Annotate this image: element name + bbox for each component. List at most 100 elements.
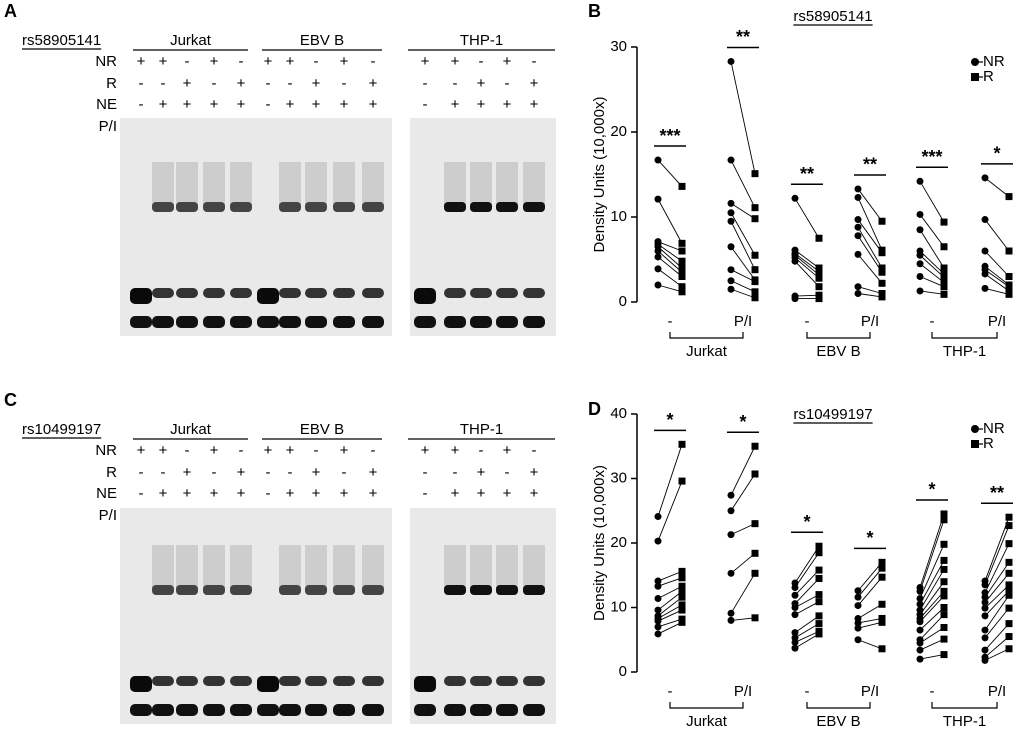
pair-line <box>730 61 756 174</box>
gel-band <box>470 676 492 686</box>
gel-band <box>333 288 355 298</box>
pair-line <box>657 284 683 293</box>
circle-point <box>854 636 862 644</box>
lane-sign: + <box>183 464 192 481</box>
square-point <box>940 278 948 286</box>
lane-sign: - <box>212 464 217 481</box>
pair-line <box>919 627 945 644</box>
panel-letter: D <box>588 399 601 419</box>
lane-sign: - <box>139 485 144 502</box>
square-point <box>1005 569 1013 577</box>
square-point <box>751 549 759 557</box>
lane-sign: + <box>286 96 295 113</box>
circle-point <box>791 611 799 619</box>
square-point <box>1005 587 1013 595</box>
y-tick-label: 10 <box>610 598 627 615</box>
gel-smear <box>496 545 518 590</box>
gel-band <box>470 288 492 298</box>
circle-point <box>854 216 862 224</box>
significance-label: *** <box>659 126 680 146</box>
square-point <box>815 612 823 620</box>
bracket <box>931 702 998 709</box>
condition-label: - <box>930 683 935 700</box>
circle-point <box>981 646 989 654</box>
pair-line <box>657 577 683 587</box>
lane-sign: + <box>210 442 219 459</box>
lane-sign: - <box>505 75 510 92</box>
square-point <box>878 293 886 301</box>
square-point <box>678 288 686 296</box>
gel-band <box>152 585 174 595</box>
circle-point <box>727 209 735 217</box>
square-point <box>940 604 948 611</box>
snp-label: rs58905141 <box>22 32 101 49</box>
lane-sign: + <box>137 442 146 459</box>
pair-line <box>919 595 945 622</box>
pair-line <box>984 607 1010 639</box>
pair-line <box>794 249 820 269</box>
circle-point <box>981 174 989 182</box>
circle-point <box>854 587 862 595</box>
bracket <box>806 702 871 709</box>
cell-line-label: Jurkat <box>170 421 212 438</box>
square-point <box>815 598 823 606</box>
gel-smear <box>444 545 466 590</box>
square-point <box>878 264 886 272</box>
gel-band <box>152 316 174 328</box>
pair-line <box>919 581 945 615</box>
square-point <box>678 606 686 614</box>
lane-sign: + <box>183 485 192 502</box>
gel-band <box>523 676 545 686</box>
pair-line <box>794 198 820 239</box>
pair-line <box>794 253 820 272</box>
pair-line <box>857 226 883 269</box>
lane-sign: + <box>503 96 512 113</box>
gel-band <box>152 288 174 298</box>
lane-sign: + <box>477 75 486 92</box>
square-point <box>678 477 686 485</box>
circle-point <box>916 594 924 602</box>
gel-smear <box>176 162 198 207</box>
gel-image <box>120 508 392 724</box>
lane-sign: - <box>453 464 458 481</box>
square-point <box>678 618 686 626</box>
lane-sign: + <box>286 442 295 459</box>
gel-band <box>444 676 466 686</box>
pair-line <box>730 288 756 299</box>
square-point <box>878 645 886 653</box>
y-tick-label: 20 <box>610 123 627 140</box>
pair-line <box>730 221 756 270</box>
lane-sign: + <box>159 53 168 70</box>
significance-label: ** <box>863 155 877 175</box>
pair-line <box>919 591 945 619</box>
circle-point <box>916 177 924 185</box>
cell-line-label: THP-1 <box>460 421 503 438</box>
y-tick-label: 30 <box>610 469 627 486</box>
row-label: NE <box>96 485 117 502</box>
square-point <box>751 442 759 450</box>
square-point <box>678 440 686 448</box>
pair-line <box>984 269 1010 288</box>
lane-sign: - <box>239 442 244 459</box>
gel-smear <box>470 545 492 590</box>
pair-line <box>794 552 820 588</box>
square-point <box>678 264 686 272</box>
gel-image <box>120 118 392 336</box>
square-point <box>815 620 823 628</box>
square-point <box>878 268 886 276</box>
lane-sign: + <box>369 96 378 113</box>
lane-sign: + <box>421 442 430 459</box>
lane-sign: + <box>137 53 146 70</box>
pair-line <box>919 654 945 660</box>
circle-point <box>854 624 862 632</box>
snp-label: rs10499197 <box>22 421 101 438</box>
y-tick-label: 30 <box>610 38 627 55</box>
gel-band <box>305 704 327 716</box>
square-point <box>940 273 948 281</box>
circle-point <box>727 531 735 539</box>
lane-sign: - <box>342 464 347 481</box>
gel-smear <box>362 162 384 207</box>
significance-label: * <box>928 480 935 500</box>
lane-sign: - <box>371 442 376 459</box>
pair-line <box>919 560 945 605</box>
